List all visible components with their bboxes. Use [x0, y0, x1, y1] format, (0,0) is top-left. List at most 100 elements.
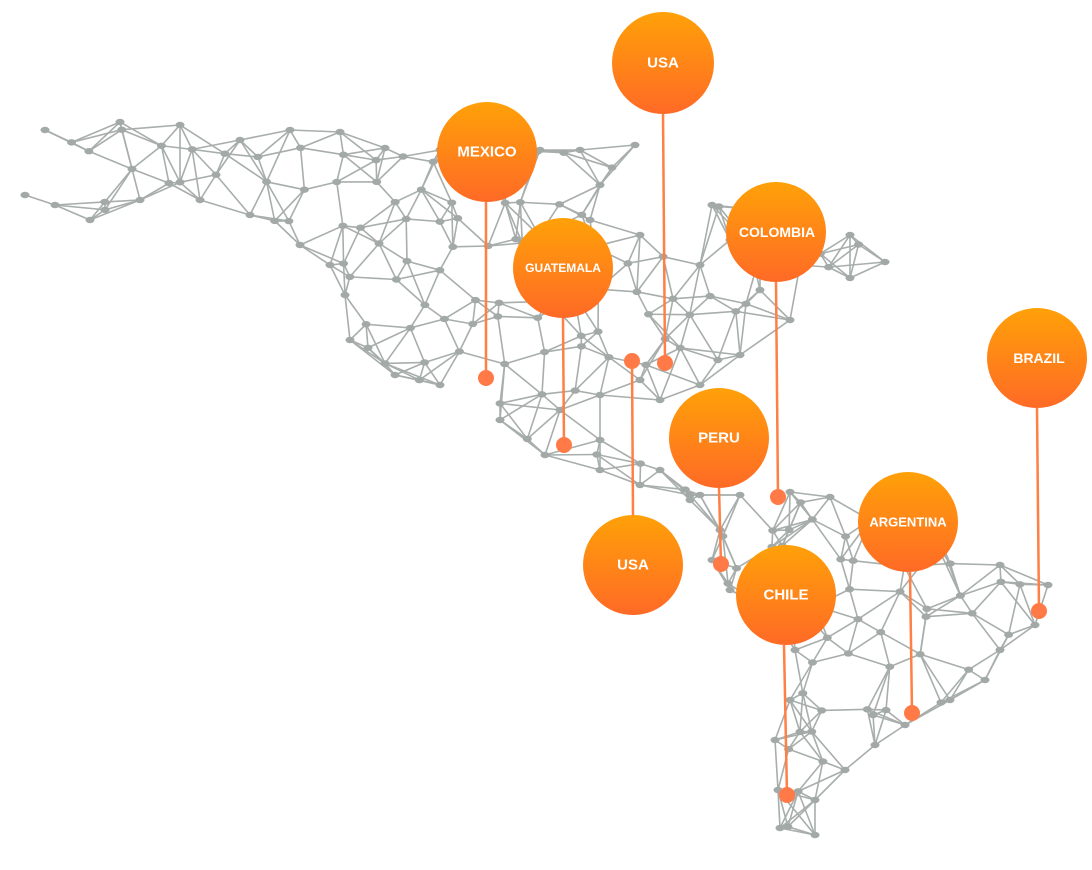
pin-mexico[interactable]: MEXICO [437, 102, 537, 386]
network-node [783, 823, 793, 830]
network-edge [488, 242, 523, 247]
network-edge [366, 323, 411, 329]
network-node [945, 560, 955, 567]
network-edge [349, 323, 367, 341]
network-edge [394, 361, 425, 376]
network-edge [802, 662, 814, 694]
network-edge [1019, 584, 1036, 626]
network-edge [359, 227, 380, 245]
pin-bubble[interactable] [437, 102, 537, 202]
pin-chile[interactable]: CHILE [736, 545, 836, 803]
network-node [623, 260, 633, 267]
network-edge [335, 154, 345, 183]
network-edge [679, 314, 691, 349]
pin-bubble[interactable] [736, 545, 836, 645]
network-node [798, 689, 808, 697]
network-edge [880, 591, 901, 633]
network-node [810, 796, 820, 804]
network-edge [559, 409, 601, 441]
network-node [371, 156, 381, 164]
network-edge [299, 225, 344, 246]
network-edge [544, 454, 601, 471]
network-node [559, 149, 569, 156]
pin-usa-north[interactable]: USA [612, 12, 714, 371]
network-edge [787, 791, 799, 827]
network-edge [504, 363, 543, 395]
network-edge [797, 791, 816, 836]
network-node [775, 824, 785, 832]
network-edge [820, 243, 859, 255]
network-edge [499, 363, 506, 404]
network-edge [378, 218, 407, 245]
network-edge [627, 234, 641, 264]
network-edge [299, 244, 344, 265]
network-node [955, 592, 965, 599]
network-edge [191, 139, 241, 151]
pin-stem [774, 281, 780, 498]
network-node [448, 243, 458, 251]
network-edge [919, 653, 951, 701]
network-node [768, 527, 778, 534]
network-edge [794, 637, 828, 651]
network-edge [788, 730, 813, 750]
network-edge [215, 153, 226, 176]
network-edge [349, 242, 380, 278]
pin-guatemala[interactable]: GUATEMALA [513, 218, 613, 453]
network-edge [828, 243, 860, 268]
pin-bubble[interactable] [669, 388, 769, 488]
pin-usa-south[interactable]: USA [583, 353, 683, 615]
network-edge [699, 206, 720, 266]
network-edge [645, 364, 661, 401]
network-edge [179, 173, 217, 184]
network-edge [645, 364, 701, 386]
network-edge [659, 384, 701, 401]
network-node [85, 216, 95, 224]
network-node [1015, 581, 1025, 588]
network-node [785, 316, 795, 324]
network-edge [339, 131, 386, 149]
network-edge [848, 589, 859, 620]
network-edge [904, 701, 942, 726]
pin-label: USA [647, 55, 679, 72]
network-edge [959, 595, 973, 614]
network-edge [811, 710, 823, 732]
network-edge [849, 588, 901, 593]
network-node [340, 291, 350, 299]
network-edge [504, 351, 545, 365]
network-node [511, 235, 521, 243]
network-edge [160, 145, 181, 183]
network-edge [899, 590, 928, 610]
network-edge [999, 564, 1049, 586]
network-edge [336, 159, 377, 183]
network-edge [266, 180, 305, 191]
network-edge [971, 581, 1002, 614]
pin-bubble[interactable] [726, 182, 826, 282]
pin-argentina[interactable]: ARGENTINA [858, 472, 958, 721]
network-edge [779, 791, 799, 829]
network-node [705, 292, 715, 300]
network-edge [848, 560, 854, 590]
pin-bubble[interactable] [513, 218, 613, 318]
network-node [453, 215, 463, 222]
network-edge [673, 295, 711, 300]
network-node [435, 218, 445, 225]
network-node [836, 556, 846, 563]
network-node [335, 128, 345, 136]
network-edge [375, 147, 386, 183]
pin-bubble[interactable] [987, 308, 1087, 408]
pin-brazil[interactable]: BRAZIL [987, 308, 1087, 619]
network-node [685, 311, 695, 318]
pin-bubble[interactable] [858, 472, 958, 572]
pin-colombia[interactable]: COLOMBIA [726, 182, 826, 505]
network-edge [339, 131, 345, 155]
network-edge [432, 161, 453, 203]
pin-peru[interactable]: PERU [669, 388, 769, 572]
pin-bubble[interactable] [612, 12, 714, 114]
network-edge [599, 356, 610, 396]
network-node [635, 376, 645, 384]
network-node [655, 466, 665, 474]
network-edge [161, 144, 193, 151]
network-node [825, 493, 835, 501]
network-edge [526, 409, 561, 440]
pin-bubble[interactable] [583, 515, 683, 615]
